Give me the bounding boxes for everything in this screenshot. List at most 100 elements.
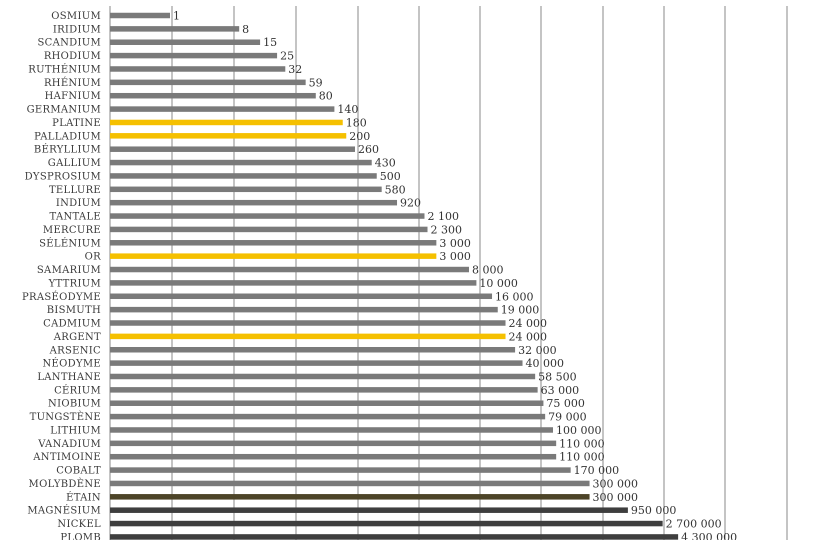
value-label-30: 79 000 xyxy=(548,411,587,424)
category-label-25: ARSENIC xyxy=(49,345,101,356)
category-label-17: SÉLÉNIUM xyxy=(39,237,101,249)
category-label-24: ARGENT xyxy=(53,332,101,343)
bar-14 xyxy=(110,199,398,206)
category-label-21: PRASÉODYME xyxy=(22,291,101,303)
category-label-28: CÉRIUM xyxy=(54,384,101,396)
category-label-1: IRIDIUM xyxy=(53,24,101,35)
value-label-39: 4 300 000 xyxy=(681,531,737,540)
value-label-33: 110 000 xyxy=(559,451,605,464)
value-label-11: 430 xyxy=(375,157,396,170)
category-label-32: VANADIUM xyxy=(37,439,101,450)
category-label-36: ÉTAIN xyxy=(66,491,101,503)
category-label-35: MOLYBDÈNE xyxy=(29,478,101,490)
bar-17 xyxy=(110,240,437,246)
value-label-14: 920 xyxy=(400,197,421,210)
category-label-16: MERCURE xyxy=(43,225,101,236)
bar-29 xyxy=(110,400,544,406)
bar-31 xyxy=(110,427,553,433)
value-label-26: 40 000 xyxy=(526,357,565,370)
bar-18 xyxy=(110,253,437,259)
value-label-4: 32 xyxy=(288,63,302,76)
category-label-3: RHODIUM xyxy=(44,51,101,62)
category-label-13: TELLURE xyxy=(49,185,101,196)
bar-10 xyxy=(110,146,355,152)
value-label-6: 80 xyxy=(319,90,333,103)
bar-38 xyxy=(110,520,663,527)
category-label-15: TANTALE xyxy=(50,212,101,223)
value-label-20: 10 000 xyxy=(479,277,518,290)
value-label-37: 950 000 xyxy=(631,504,677,517)
value-label-31: 100 000 xyxy=(556,424,602,437)
value-label-16: 2 300 xyxy=(431,223,463,236)
category-label-22: BISMUTH xyxy=(47,305,101,316)
bar-32 xyxy=(110,440,557,447)
category-label-31: LITHIUM xyxy=(50,425,101,436)
value-label-22: 19 000 xyxy=(501,304,540,317)
bar-28 xyxy=(110,387,538,393)
value-label-15: 2 100 xyxy=(427,210,459,223)
category-label-27: LANTHANE xyxy=(37,372,101,383)
category-label-10: BÉRYLLIUM xyxy=(34,144,101,156)
bar-25 xyxy=(110,347,516,353)
value-label-21: 16 000 xyxy=(495,290,534,303)
category-label-8: PLATINE xyxy=(52,118,101,129)
value-label-0: 1 xyxy=(173,10,180,23)
category-label-33: ANTIMOINE xyxy=(32,452,101,463)
bar-37 xyxy=(110,507,628,513)
value-label-27: 58 500 xyxy=(538,370,577,383)
bar-4 xyxy=(110,66,286,72)
bar-39 xyxy=(110,534,679,540)
bar-11 xyxy=(110,159,372,166)
category-label-34: COBALT xyxy=(56,466,101,477)
bar-2 xyxy=(110,39,261,45)
value-label-24: 24 000 xyxy=(509,330,548,343)
value-label-36: 300 000 xyxy=(593,491,639,504)
value-label-29: 75 000 xyxy=(546,397,585,410)
bar-6 xyxy=(110,92,316,99)
category-label-7: GERMANIUM xyxy=(27,105,101,116)
category-label-0: OSMIUM xyxy=(51,11,101,22)
category-label-19: SAMARIUM xyxy=(37,265,101,276)
bar-21 xyxy=(110,293,493,300)
value-label-5: 59 xyxy=(309,76,323,89)
bar-13 xyxy=(110,186,382,193)
category-label-6: HAFNIUM xyxy=(45,91,101,102)
value-label-32: 110 000 xyxy=(559,437,605,450)
bars xyxy=(110,12,679,540)
bar-30 xyxy=(110,413,546,420)
bar-23 xyxy=(110,320,506,326)
bar-36 xyxy=(110,494,590,500)
bar-0 xyxy=(110,12,170,19)
value-label-19: 8 000 xyxy=(472,264,504,277)
category-label-11: GALLIUM xyxy=(48,158,101,169)
category-label-4: RUTHÉNIUM xyxy=(28,63,101,75)
value-label-2: 15 xyxy=(263,36,277,49)
value-label-7: 140 xyxy=(337,103,358,116)
bar-27 xyxy=(110,373,536,380)
value-label-12: 500 xyxy=(380,170,401,183)
value-label-28: 63 000 xyxy=(541,384,580,397)
gridlines xyxy=(109,6,788,540)
category-label-12: DYSPROSIUM xyxy=(25,171,101,182)
value-label-17: 3 000 xyxy=(439,237,471,250)
category-label-5: RHÉNIUM xyxy=(44,77,101,89)
value-label-10: 260 xyxy=(358,143,379,156)
bar-16 xyxy=(110,226,428,233)
bar-5 xyxy=(110,79,306,86)
category-label-29: NIOBIUM xyxy=(48,399,101,410)
bar-20 xyxy=(110,280,477,286)
category-label-9: PALLADIUM xyxy=(34,131,101,142)
category-label-26: NÉODYME xyxy=(42,358,101,370)
value-label-38: 2 700 000 xyxy=(666,518,722,531)
bar-8 xyxy=(110,119,343,126)
bar-3 xyxy=(110,52,278,59)
category-label-37: MAGNÉSIUM xyxy=(27,505,101,517)
value-label-13: 580 xyxy=(385,183,406,196)
value-label-34: 170 000 xyxy=(574,464,620,477)
bar-15 xyxy=(110,213,425,219)
value-label-35: 300 000 xyxy=(593,477,639,490)
bar-19 xyxy=(110,266,469,273)
